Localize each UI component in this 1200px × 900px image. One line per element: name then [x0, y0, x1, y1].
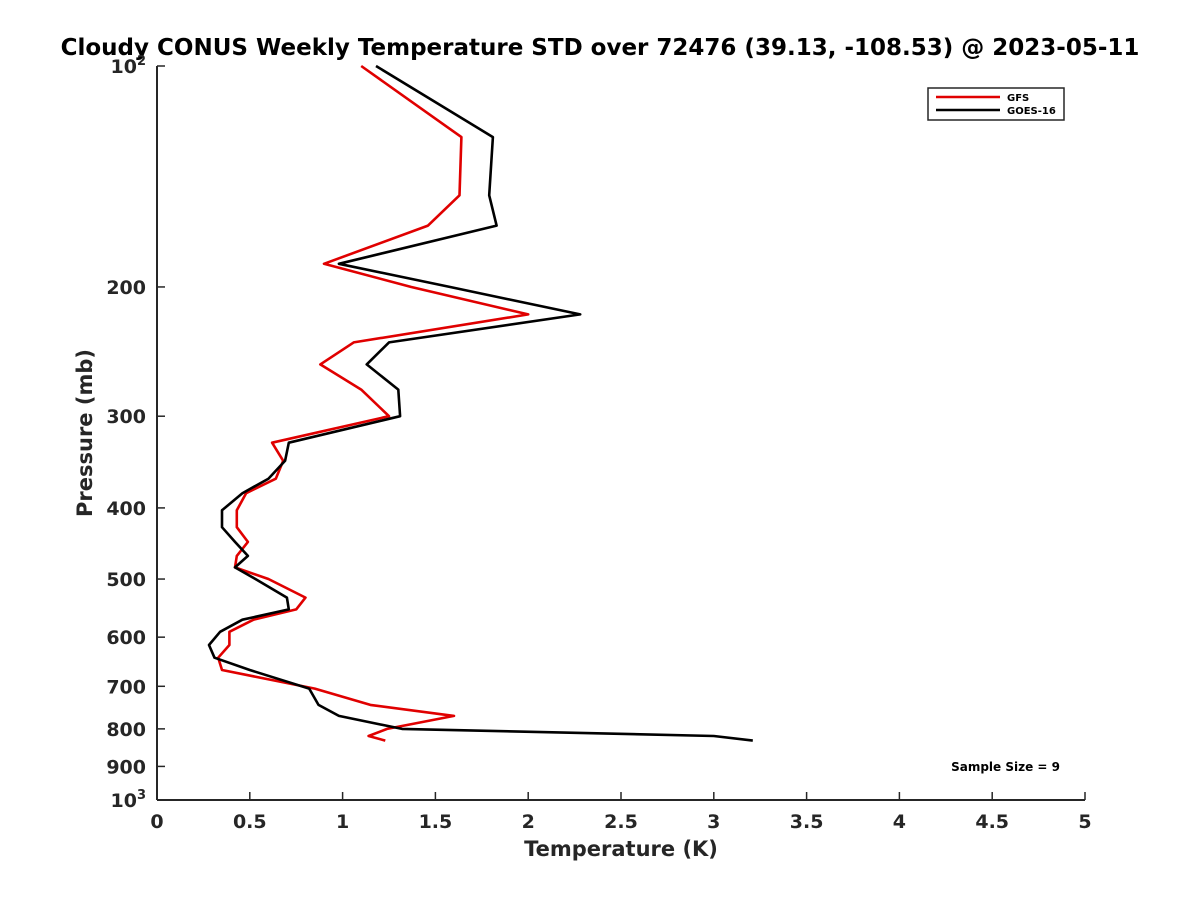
- x-tick-label: 1.5: [419, 811, 453, 833]
- y-tick-label: 900: [106, 756, 146, 778]
- chart-title: Cloudy CONUS Weekly Temperature STD over…: [61, 35, 1140, 61]
- y-tick-label: 800: [106, 719, 146, 741]
- y-tick-base: 10: [111, 790, 137, 812]
- x-tick-label: 3: [707, 811, 720, 833]
- series-line-gfs: [216, 64, 530, 742]
- x-tick-label: 5: [1078, 811, 1091, 833]
- legend: GFS GOES-16: [927, 87, 1065, 121]
- sample-size-annotation: Sample Size = 9: [951, 760, 1060, 774]
- x-tick-label: 0.5: [233, 811, 267, 833]
- y-tick-label: 102: [111, 54, 147, 78]
- y-tick-label: 700: [106, 676, 146, 698]
- x-tick-label: 0: [150, 811, 163, 833]
- y-tick-label: 200: [106, 277, 146, 299]
- y-tick-base: 10: [111, 56, 137, 78]
- x-tick-label: 2.5: [604, 811, 638, 833]
- y-tick-label: 500: [106, 569, 146, 591]
- series-layer: [207, 64, 753, 742]
- x-tick-label: 3.5: [790, 811, 824, 833]
- x-axis-label: Temperature (K): [524, 837, 718, 861]
- y-tick-label: 300: [106, 406, 146, 428]
- y-tick-exponent: 3: [137, 788, 146, 803]
- legend-label-gfs: GFS: [1007, 93, 1029, 104]
- y-tick-label: 103: [111, 788, 147, 812]
- legend-box: [927, 87, 1065, 121]
- x-axis-ticks: 0 0.5 1 1.5 2 2.5 3 3.5 4 4.5 5: [150, 792, 1092, 833]
- legend-label-goes16: GOES-16: [1007, 106, 1056, 117]
- x-tick-label: 1: [336, 811, 349, 833]
- x-tick-label: 2: [522, 811, 535, 833]
- series-line-goes16: [207, 64, 753, 742]
- x-tick-label: 4.5: [975, 811, 1009, 833]
- y-tick-exponent: 2: [137, 54, 146, 69]
- x-tick-label: 4: [893, 811, 906, 833]
- y-axis-label: Pressure (mb): [73, 349, 97, 517]
- y-tick-label: 600: [106, 627, 146, 649]
- y-tick-label: 400: [106, 498, 146, 520]
